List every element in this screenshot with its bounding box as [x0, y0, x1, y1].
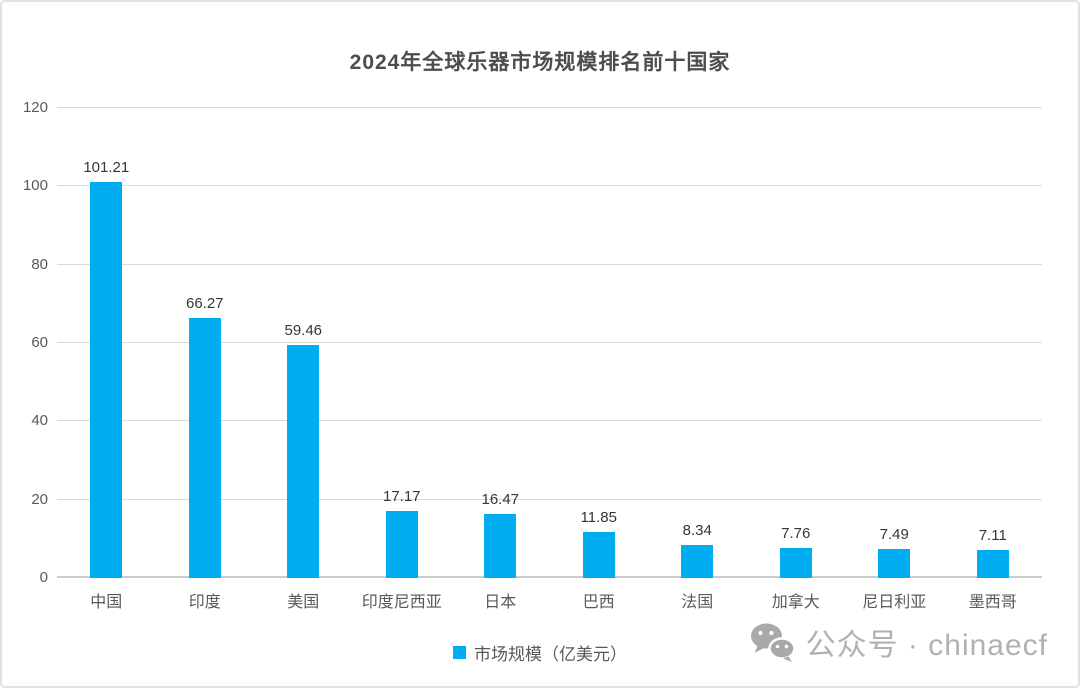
bar-8	[779, 547, 812, 578]
bar-10	[976, 550, 1009, 578]
gridline	[57, 420, 1042, 422]
y-axis-tick-label: 100	[22, 177, 48, 195]
x-axis-label: 墨西哥	[968, 594, 1017, 611]
gridline	[57, 107, 1042, 108]
legend-label: 市场规模（亿美元）	[474, 645, 627, 664]
bar-1	[90, 181, 122, 578]
bar-value-label: 7.49	[879, 525, 909, 543]
gridline	[57, 185, 1042, 187]
x-axis-line	[57, 576, 1042, 578]
bar-value-label: 59.46	[284, 322, 323, 340]
bar-value-label: 7.76	[781, 524, 811, 542]
bar-value-label: 66.27	[185, 295, 224, 313]
bar-slot: 7.11	[944, 108, 1043, 578]
y-axis-tick-label: 0	[39, 569, 48, 586]
x-axis-label: 美国	[287, 594, 320, 611]
bars-container: 101.21 66.27 59.46 17.17 16.47 11.85 8.34 7.76 7…	[57, 108, 1042, 578]
bar-2	[188, 318, 221, 578]
bar-value-label: 17.17	[382, 487, 421, 505]
bar-value-label: 11.85	[580, 508, 617, 526]
y-axis-tick-label: 80	[31, 255, 48, 273]
bar-value-label: 7.11	[978, 527, 1007, 545]
bar-slot: 11.85	[550, 108, 649, 578]
bar-slot: 7.49	[845, 108, 944, 578]
x-axis-label: 印度尼西亚	[361, 594, 442, 611]
x-axis-labels: 中国 印度 美国 印度尼西亚 日本 巴西 法国 加拿大 尼日利亚 墨西哥	[57, 588, 1042, 612]
bar-slot: 66.27	[156, 108, 255, 578]
bar-slot: 17.17	[353, 108, 452, 578]
bar-slot: 59.46	[254, 108, 353, 578]
bar-slot: 8.34	[648, 108, 747, 578]
y-axis-tick-label: 60	[31, 334, 48, 351]
bar-slot: 7.76	[747, 108, 846, 578]
legend-swatch-icon	[453, 646, 466, 659]
y-axis-tick-label: 20	[31, 490, 48, 508]
x-axis-label: 日本	[484, 594, 517, 611]
wechat-icon	[750, 623, 796, 662]
gridline	[57, 263, 1042, 265]
bar-value-label: 8.34	[682, 522, 712, 540]
bar-value-label: 16.47	[481, 490, 520, 508]
bar-slot: 101.21	[57, 108, 156, 578]
plot-area: 0 20 40 60 80 100 120 101.21 66.27 59.46 17.17 16.…	[23, 99, 1042, 586]
bar-5	[484, 513, 516, 578]
bar-6	[582, 531, 615, 578]
bar-7	[681, 545, 713, 578]
y-axis-tick-label: 40	[31, 412, 48, 430]
x-axis-label: 印度	[188, 594, 221, 611]
legend: 市场规模（亿美元）	[2, 640, 1078, 665]
chart-title: 2024年全球乐器市场规模排名前十国家	[349, 51, 731, 74]
gridlines-layer: 0 20 40 60 80 100 120	[23, 99, 1042, 586]
x-axis-label: 法国	[681, 594, 714, 611]
gridline	[57, 498, 1042, 500]
x-axis-label: 巴西	[582, 594, 615, 611]
watermark: 公众号 · chinaecf	[749, 620, 1048, 664]
gridline	[57, 342, 1042, 343]
bar-4	[385, 510, 418, 578]
bar-3	[287, 345, 319, 578]
x-axis-label: 中国	[90, 594, 123, 611]
bar-slot: 16.47	[451, 108, 550, 578]
y-axis-tick-label: 120	[22, 99, 48, 116]
bar-value-label: 101.21	[83, 158, 130, 176]
bar-9	[878, 548, 910, 578]
x-axis-label: 加拿大	[771, 594, 820, 611]
x-axis-label: 尼日利亚	[862, 594, 927, 611]
watermark-text: 公众号 · chinaecf	[805, 629, 1048, 662]
